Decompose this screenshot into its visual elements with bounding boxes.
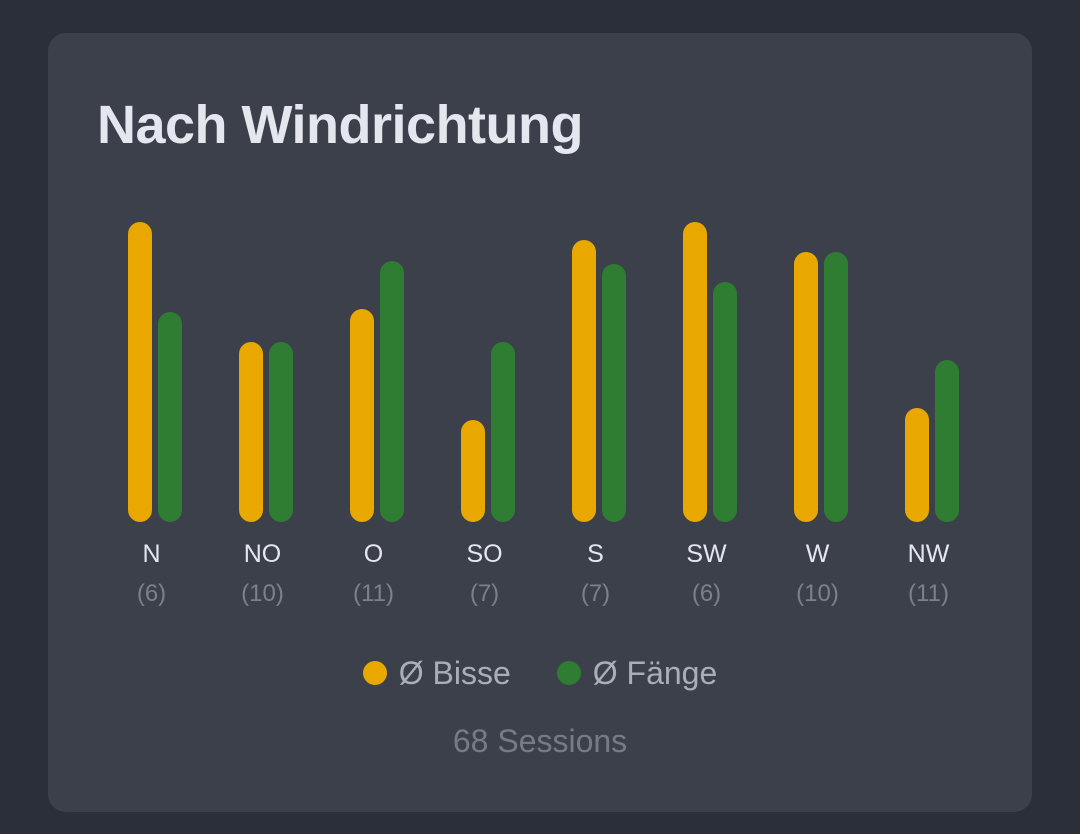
bar-faenge <box>824 252 848 522</box>
direction-label: SW <box>686 540 727 568</box>
direction-label: NO <box>243 540 282 568</box>
bar-faenge <box>158 312 182 522</box>
legend-item-bisse: Ø Bisse <box>362 653 511 693</box>
bar-faenge <box>380 261 404 522</box>
bar-faenge <box>269 342 293 522</box>
bar-group-s: S (7) <box>540 33 651 633</box>
legend-item-faenge: Ø Fänge <box>556 653 718 693</box>
direction-label: S <box>587 540 604 568</box>
chart-legend: Ø Bisse Ø Fänge <box>48 653 1032 693</box>
bar-bisse <box>794 252 818 522</box>
session-count-label: (10) <box>241 580 284 607</box>
bar-chart: N (6) NO (10) O (11) SO (7) S (7) SW (6) W (10) NW (11) <box>48 33 1032 633</box>
bar-group-no: NO (10) <box>207 33 318 633</box>
session-count-label: (11) <box>353 580 394 607</box>
session-count-label: (7) <box>580 580 611 607</box>
bar-group-nw: NW (11) <box>873 33 984 633</box>
legend-dot-faenge-icon <box>556 661 581 685</box>
direction-label: NW <box>907 540 950 568</box>
bar-bisse <box>128 222 152 522</box>
legend-label-faenge: Ø Fänge <box>592 655 718 691</box>
legend-dot-bisse-icon <box>362 661 387 685</box>
direction-label: W <box>805 540 830 568</box>
direction-label: O <box>363 540 384 568</box>
bar-group-sw: SW (6) <box>651 33 762 633</box>
bar-faenge <box>713 282 737 522</box>
bar-faenge <box>935 360 959 522</box>
bar-bisse <box>572 240 596 522</box>
bar-faenge <box>491 342 515 522</box>
direction-label: SO <box>466 540 503 568</box>
bar-group-o: O (11) <box>318 33 429 633</box>
bar-bisse <box>905 408 929 522</box>
bar-bisse <box>239 342 263 522</box>
session-count-label: (6) <box>136 580 167 607</box>
bar-group-w: W (10) <box>762 33 873 633</box>
wind-direction-card: Nach Windrichtung N (6) NO (10) O (11) SO (7) S (… <box>48 33 1032 812</box>
direction-label: N <box>142 540 161 568</box>
session-count-label: (10) <box>796 580 839 607</box>
bar-bisse <box>683 222 707 522</box>
session-count-label: (11) <box>908 580 949 607</box>
sessions-count: 68 Sessions <box>452 723 628 759</box>
session-count-label: (6) <box>691 580 722 607</box>
legend-label-bisse: Ø Bisse <box>398 655 511 691</box>
card-title: Nach Windrichtung <box>97 95 584 155</box>
bar-group-n: N (6) <box>96 33 207 633</box>
bar-group-so: SO (7) <box>429 33 540 633</box>
bar-faenge <box>602 264 626 522</box>
bar-bisse <box>350 309 374 522</box>
bar-bisse <box>461 420 485 522</box>
session-count-label: (7) <box>469 580 500 607</box>
